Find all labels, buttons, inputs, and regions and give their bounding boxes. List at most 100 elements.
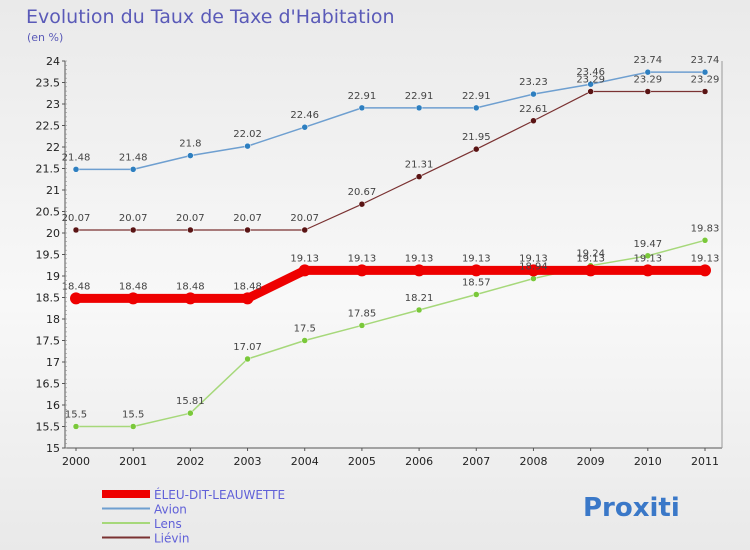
data-label: 19.13 — [691, 253, 720, 264]
x-tick-label: 2005 — [348, 455, 376, 468]
y-tick-label: 22 — [46, 141, 60, 154]
data-point — [127, 292, 140, 305]
data-point — [587, 88, 594, 95]
data-label: 20.67 — [348, 187, 377, 198]
y-tick-label: 22.5 — [36, 120, 61, 133]
data-point — [70, 292, 82, 305]
data-point — [415, 173, 423, 180]
data-label: 18.48 — [176, 281, 205, 292]
data-point — [644, 68, 652, 76]
data-label: 23.29 — [576, 75, 605, 86]
data-label: 22.02 — [233, 129, 262, 140]
data-point — [129, 226, 137, 234]
data-label: 15.5 — [122, 410, 144, 421]
data-label: 15.81 — [176, 396, 205, 407]
data-label: 18.57 — [462, 277, 491, 288]
data-label: 17.5 — [294, 324, 316, 335]
proxiti-logo: Proxiti — [583, 493, 680, 523]
data-labels-layer: 18.48 18.48 18.48 18.48 19.13 19.13 19.13 19.13… — [62, 55, 720, 420]
data-label: 19.13 — [348, 253, 377, 264]
x-tick-label: 2011 — [691, 455, 719, 468]
y-tick-label: 19 — [46, 270, 60, 283]
y-tick-label: 20.5 — [36, 206, 61, 219]
data-label: 20.07 — [62, 213, 91, 224]
data-label: 22.61 — [519, 104, 548, 115]
data-label: 21.8 — [179, 139, 201, 150]
y-tick-label: 24 — [46, 55, 60, 68]
data-label: 20.07 — [290, 213, 319, 224]
data-point — [72, 423, 80, 430]
series-layer — [70, 68, 711, 430]
data-point — [473, 145, 480, 153]
data-label: 21.95 — [462, 132, 491, 143]
y-tick-label: 15.5 — [36, 421, 61, 434]
data-point — [358, 322, 366, 329]
data-label: 19.13 — [576, 253, 605, 264]
data-label: 19.83 — [691, 223, 720, 234]
data-label: 19.47 — [633, 239, 662, 250]
data-label: 19.13 — [405, 253, 434, 264]
x-tick-label: 2008 — [519, 455, 547, 468]
data-label: 22.91 — [348, 91, 377, 102]
y-tick-label: 18.5 — [36, 292, 61, 305]
data-label: 23.74 — [691, 55, 720, 66]
x-tick-label: 2009 — [577, 455, 605, 468]
y-tick-label: 19.5 — [36, 249, 61, 262]
data-label: 21.48 — [119, 152, 148, 163]
y-tick-label: 21 — [46, 184, 60, 197]
data-point — [587, 80, 594, 88]
y-tick-label: 17 — [46, 356, 60, 369]
data-label: 22.46 — [290, 110, 319, 121]
data-label: 19.13 — [290, 253, 319, 264]
data-label: 23.23 — [519, 77, 548, 88]
data-label: 22.91 — [462, 91, 491, 102]
y-tick-label: 23.5 — [36, 77, 61, 90]
chart-subtitle: (en %) — [27, 31, 63, 44]
series-line-3 — [76, 90, 705, 231]
legend-label: ÉLEU-DIT-LEAUWETTE — [154, 487, 285, 502]
data-point — [244, 226, 251, 234]
data-point — [701, 88, 709, 95]
y-tick-label: 20 — [46, 227, 60, 240]
series-line-0 — [76, 265, 705, 303]
data-point — [72, 166, 80, 173]
axes: 15 15.5 16 16.5 17 17.5 18 18.5 19 19.5 20 20.5 21 21… — [36, 55, 723, 468]
data-point — [244, 142, 251, 150]
data-label: 20.07 — [233, 213, 262, 224]
data-point — [301, 337, 308, 344]
data-point — [644, 88, 652, 95]
data-point — [129, 166, 137, 173]
data-label: 20.07 — [119, 213, 148, 224]
data-point — [530, 90, 537, 98]
data-label: 19.13 — [633, 253, 662, 264]
data-point — [413, 264, 426, 277]
data-label: 23.46 — [576, 67, 605, 78]
data-point — [244, 355, 251, 363]
data-label: 15.5 — [65, 410, 87, 421]
data-point — [701, 237, 709, 244]
data-point — [298, 264, 311, 277]
data-label: 22.91 — [405, 91, 434, 102]
x-tick-label: 2003 — [234, 455, 262, 468]
data-point — [184, 292, 197, 305]
y-tick-label: 16.5 — [36, 378, 61, 391]
data-point — [699, 264, 711, 277]
data-point — [644, 252, 652, 260]
data-point — [301, 226, 308, 234]
data-point — [641, 264, 654, 277]
y-tick-label: 18 — [46, 313, 60, 326]
data-label: 23.74 — [633, 55, 662, 66]
data-point — [358, 104, 366, 112]
x-tick-label: 2006 — [405, 455, 433, 468]
legend-label: Avion — [154, 503, 187, 517]
data-label: 19.13 — [462, 253, 491, 264]
y-tick-label: 16 — [46, 399, 60, 412]
x-tick-label: 2002 — [176, 455, 204, 468]
data-point — [701, 68, 709, 76]
x-tick-label: 2000 — [62, 455, 90, 468]
data-point — [241, 292, 254, 305]
data-label: 18.94 — [519, 262, 548, 273]
